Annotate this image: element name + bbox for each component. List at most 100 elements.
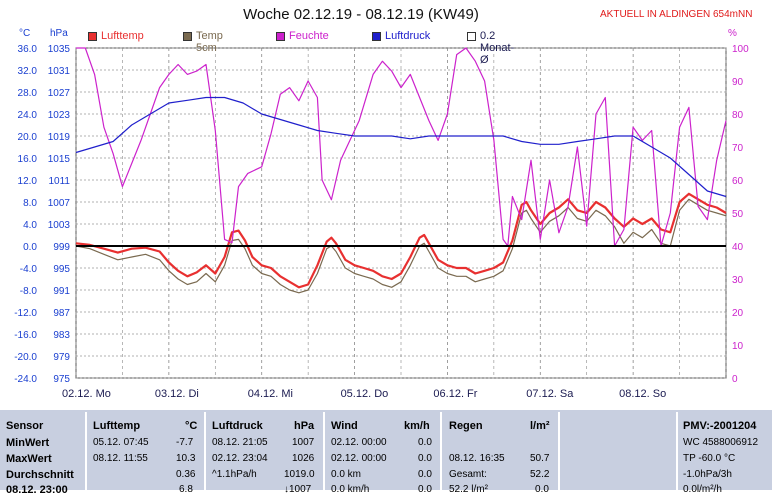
wind-min-value: 0.0	[418, 437, 432, 448]
location-status: AKTUELL IN ALDINGEN 654mNN	[600, 9, 753, 20]
panel-divider	[204, 412, 206, 490]
pressure-tick-label: 1019	[48, 132, 71, 143]
series-line-luftdruck	[75, 96, 727, 198]
x-tick-label: 08.12. So	[619, 388, 666, 400]
pressure-unit: hPa	[50, 28, 68, 39]
temp-tick-label: -12.0	[14, 308, 37, 319]
humidity-unit: %	[728, 28, 737, 39]
pressure-tick-label: 979	[53, 352, 70, 363]
humidity-tick-label: 40	[732, 242, 744, 253]
humidity-tick-label: 50	[732, 209, 744, 220]
weather-chart: 36.0 32.0 28.0 24.0 20.0 16.0 12.0 8.0 4.0 0.0 -4.…	[14, 44, 749, 400]
wind-min-time: 02.12. 00:00	[331, 437, 387, 448]
temp-unit: °C	[19, 28, 31, 39]
luftdruck-unit: hPa	[294, 420, 315, 432]
pressure-tick-label: 1003	[48, 220, 71, 231]
legend-label: Feuchte	[289, 30, 329, 42]
regen-max-value: 50.7	[530, 453, 550, 464]
legend-swatch	[372, 32, 381, 41]
wind-average: 0.0	[418, 469, 432, 480]
x-tick-label: 06.12. Fr	[433, 388, 477, 400]
chart-axes: 36.0 32.0 28.0 24.0 20.0 16.0 12.0 8.0 4.0 0.0 -4.…	[14, 44, 749, 400]
humidity-tick-label: 60	[732, 176, 744, 187]
luftdruck-max-time: 02.12. 23:04	[212, 453, 268, 464]
pressure-tick-label: 1015	[48, 154, 71, 165]
x-tick-label: 02.12. Mo	[62, 388, 111, 400]
pressure-tick-label: 1023	[48, 110, 71, 121]
legend-label: Temp 5cm	[196, 30, 223, 54]
temp-tick-label: 24.0	[18, 110, 38, 121]
lufttemp-max-time: 08.12. 11:55	[93, 453, 148, 464]
pressure-tick-label: 1027	[48, 88, 71, 99]
pressure-tick-label: 987	[53, 308, 70, 319]
temp-tick-label: -4.0	[20, 264, 38, 275]
temp-tick-label: -16.0	[14, 330, 37, 341]
row-label-average: Durchschnitt	[6, 469, 74, 481]
humidity-tick-label: 20	[732, 308, 744, 319]
panel-divider	[558, 412, 560, 490]
x-tick-label: 05.12. Do	[341, 388, 389, 400]
pmv-line: WC 4588006912	[683, 437, 759, 448]
humidity-tick-label: 80	[732, 110, 744, 121]
series-line-temp-5cm	[75, 198, 727, 294]
pressure-tick-label: 1011	[48, 176, 70, 187]
luftdruck-max-value: 1026	[292, 453, 315, 464]
chart-series	[75, 47, 727, 294]
luftdruck-min-time: 08.12. 21:05	[212, 437, 268, 448]
temp-tick-label: 0.0	[23, 242, 37, 253]
pmv-line: TP -60.0 °C	[683, 453, 736, 464]
pressure-tick-label: 1007	[48, 198, 71, 209]
legend-swatch	[467, 32, 476, 41]
temp-tick-label: -20.0	[14, 352, 37, 363]
wind-unit: km/h	[404, 420, 430, 432]
temp-tick-label: 12.0	[18, 176, 38, 187]
pressure-tick-label: 991	[53, 286, 70, 297]
regen-unit: l/m²	[530, 420, 550, 432]
temp-tick-label: 28.0	[18, 88, 38, 99]
lufttemp-min-time: 05.12. 07:45	[93, 437, 149, 448]
pressure-tick-label: 983	[53, 330, 70, 341]
row-label-sensor: Sensor	[6, 420, 44, 432]
series-line-lufttemp	[75, 192, 727, 289]
series-line-feuchte	[76, 47, 727, 247]
temp-tick-label: 4.0	[23, 220, 37, 231]
wind-distance: 0.0 km	[331, 469, 362, 480]
regen-total-label: Gesamt:	[449, 469, 487, 480]
pressure-tick-label: 1031	[48, 66, 71, 77]
lufttemp-title: Lufttemp	[93, 420, 141, 432]
temp-tick-label: -8.0	[20, 286, 38, 297]
temp-tick-label: -24.0	[14, 374, 37, 385]
legend-label: Luftdruck	[385, 30, 431, 42]
stats-panel	[0, 410, 772, 490]
row-label-current: 08.12. 23:00	[6, 484, 68, 496]
chart-grid	[75, 47, 727, 379]
temp-tick-label: 20.0	[18, 132, 38, 143]
pressure-tick-label: 995	[53, 264, 70, 275]
panel-divider	[440, 412, 442, 490]
x-tick-label: 04.12. Mi	[248, 388, 293, 400]
humidity-tick-label: 10	[732, 341, 744, 352]
pressure-tick-label: 1035	[48, 44, 71, 55]
panel-divider	[323, 412, 325, 490]
x-tick-label: 07.12. Sa	[526, 388, 574, 400]
temp-tick-label: 36.0	[18, 44, 38, 55]
panel-divider	[85, 412, 87, 490]
temp-tick-label: 8.0	[23, 198, 37, 209]
chart-title: Woche 02.12.19 - 08.12.19 (KW49)	[243, 6, 479, 23]
lufttemp-max-value: 10.3	[176, 453, 196, 464]
pmv-title: PMV:-2001204	[683, 420, 757, 432]
row-label-min: MinWert	[6, 437, 50, 449]
legend-label: 0.2 Monat-Ø	[480, 30, 515, 66]
luftdruck-title: Luftdruck	[212, 420, 263, 432]
row-label-max: MaxWert	[6, 453, 52, 465]
legend-swatch	[276, 32, 285, 41]
legend-swatch	[183, 32, 192, 41]
lufttemp-unit: °C	[185, 420, 198, 432]
lufttemp-average: 0.36	[176, 469, 196, 480]
wind-title: Wind	[331, 420, 358, 432]
humidity-tick-label: 70	[732, 143, 744, 154]
regen-total: 52.2	[530, 469, 550, 480]
humidity-tick-label: 0	[732, 374, 738, 385]
legend-swatch	[88, 32, 97, 41]
luftdruck-trend: ^1.1hPa/h	[212, 469, 257, 480]
